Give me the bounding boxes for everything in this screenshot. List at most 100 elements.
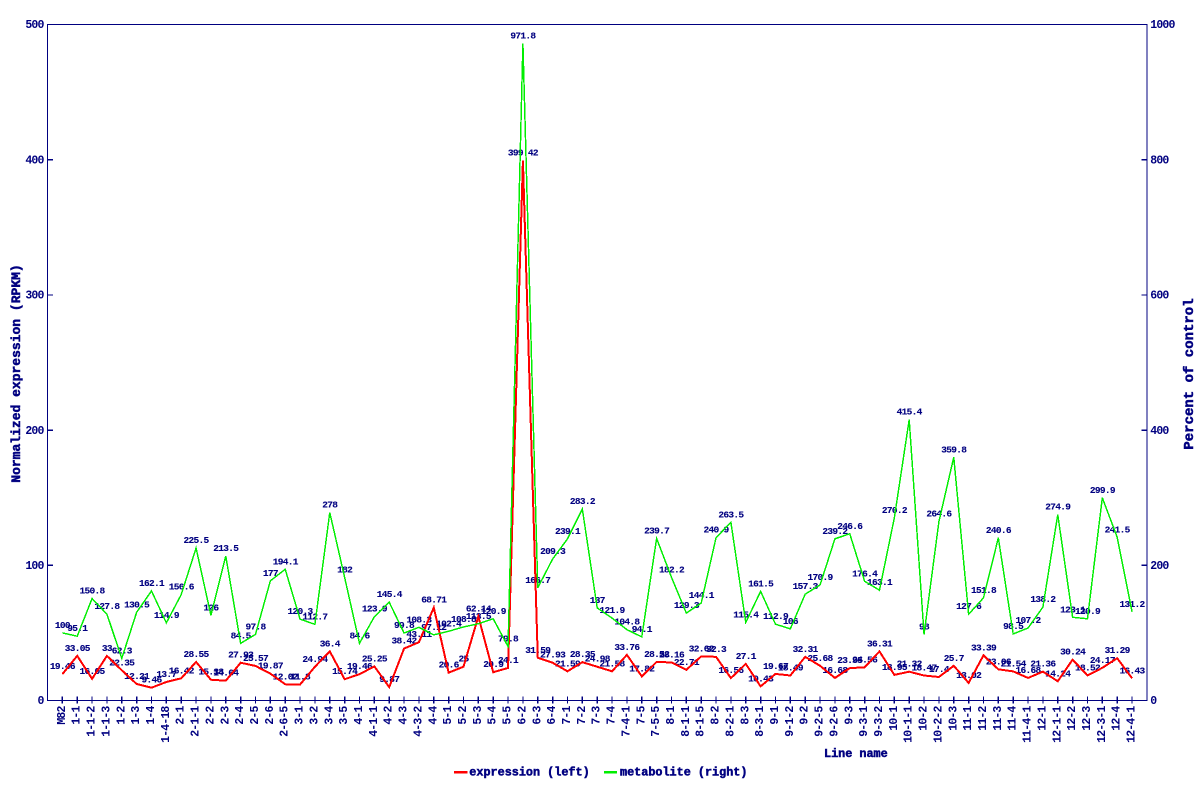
svg-text:16.43: 16.43 (1120, 665, 1146, 676)
svg-text:5-4: 5-4 (487, 706, 500, 725)
svg-text:2-2: 2-2 (204, 706, 217, 725)
svg-text:8-1-1: 8-1-1 (680, 706, 693, 737)
svg-text:126: 126 (203, 602, 219, 613)
svg-text:9-3: 9-3 (843, 706, 856, 725)
svg-text:21.59: 21.59 (555, 658, 581, 669)
svg-text:123.1: 123.1 (1060, 604, 1086, 615)
svg-text:1-1: 1-1 (71, 706, 84, 725)
svg-text:Line name: Line name (824, 747, 888, 761)
svg-text:359.8: 359.8 (941, 444, 967, 455)
svg-text:2-6-5: 2-6-5 (279, 706, 292, 737)
svg-text:33: 33 (102, 643, 113, 654)
svg-text:19.46: 19.46 (50, 661, 76, 672)
svg-text:36.31: 36.31 (867, 638, 893, 649)
svg-text:100: 100 (25, 560, 44, 573)
svg-text:209.3: 209.3 (540, 546, 566, 557)
svg-text:9-1-2: 9-1-2 (784, 706, 797, 737)
svg-text:2-5: 2-5 (249, 706, 262, 725)
svg-text:123.9: 123.9 (362, 604, 388, 615)
svg-text:97.8: 97.8 (245, 621, 266, 632)
svg-text:12-4: 12-4 (1111, 706, 1124, 731)
svg-text:9-2: 9-2 (799, 706, 812, 725)
svg-text:31.59: 31.59 (525, 645, 551, 656)
svg-text:7-1: 7-1 (561, 706, 574, 725)
svg-text:3-2: 3-2 (308, 706, 321, 725)
svg-text:108.3: 108.3 (406, 614, 432, 625)
svg-text:23.95: 23.95 (837, 655, 863, 666)
svg-text:0: 0 (1150, 695, 1157, 708)
svg-text:32.3: 32.3 (706, 644, 727, 655)
svg-text:17.82: 17.82 (629, 663, 655, 674)
svg-text:13.7: 13.7 (156, 669, 177, 680)
svg-text:27.1: 27.1 (736, 651, 757, 662)
svg-text:9.87: 9.87 (379, 674, 400, 685)
svg-text:expression (left): expression (left) (469, 766, 589, 780)
svg-text:5-3: 5-3 (472, 706, 485, 725)
svg-text:241.5: 241.5 (1105, 524, 1131, 535)
svg-text:14.24: 14.24 (1045, 668, 1071, 679)
svg-text:156.6: 156.6 (169, 582, 195, 593)
svg-text:12-1-1: 12-1-1 (1051, 706, 1064, 743)
svg-text:18.47: 18.47 (912, 663, 938, 674)
svg-text:28.55: 28.55 (184, 649, 210, 660)
svg-text:31.29: 31.29 (1105, 645, 1131, 656)
svg-text:7-5-5: 7-5-5 (650, 706, 663, 737)
svg-text:263.5: 263.5 (718, 509, 744, 520)
svg-text:6-3: 6-3 (531, 706, 544, 725)
svg-text:2-4: 2-4 (234, 706, 247, 725)
svg-text:240.9: 240.9 (704, 525, 730, 536)
svg-text:5-1: 5-1 (442, 706, 455, 725)
svg-text:M82: M82 (56, 706, 69, 725)
svg-text:130.5: 130.5 (124, 599, 150, 610)
svg-text:2-1-1: 2-1-1 (190, 706, 203, 737)
svg-text:10-3: 10-3 (947, 706, 960, 731)
svg-text:112.9: 112.9 (763, 611, 789, 622)
svg-text:182: 182 (337, 564, 353, 575)
svg-text:194.1: 194.1 (273, 556, 299, 567)
svg-text:1-1-3: 1-1-3 (100, 706, 113, 737)
svg-text:4-1-1: 4-1-1 (368, 706, 381, 737)
svg-text:16.42: 16.42 (169, 665, 195, 676)
svg-text:200: 200 (25, 425, 44, 438)
svg-text:24.98: 24.98 (585, 654, 611, 665)
svg-text:84.6: 84.6 (349, 630, 370, 641)
svg-text:18.52: 18.52 (1075, 662, 1101, 673)
svg-text:10-1-1: 10-1-1 (903, 706, 916, 743)
svg-text:19.67: 19.67 (763, 661, 789, 672)
svg-text:239.2: 239.2 (822, 526, 848, 537)
svg-text:177: 177 (263, 568, 279, 579)
svg-text:11-4: 11-4 (1007, 706, 1020, 731)
svg-text:8-2-1: 8-2-1 (724, 706, 737, 737)
svg-text:274.9: 274.9 (1045, 502, 1071, 513)
svg-text:246.6: 246.6 (837, 521, 863, 532)
svg-text:17.4: 17.4 (929, 664, 950, 675)
svg-text:21.58: 21.58 (600, 658, 626, 669)
svg-text:120.9: 120.9 (481, 606, 507, 617)
svg-text:170.9: 170.9 (808, 572, 834, 583)
svg-text:10-2-2: 10-2-2 (932, 706, 945, 743)
svg-text:99.8: 99.8 (394, 620, 415, 631)
svg-text:7-3: 7-3 (591, 706, 604, 725)
svg-text:23.06: 23.06 (986, 656, 1012, 667)
svg-text:12.02: 12.02 (273, 671, 299, 682)
svg-text:104.8: 104.8 (614, 617, 640, 628)
svg-text:12-2: 12-2 (1066, 706, 1079, 731)
svg-text:19.46: 19.46 (347, 661, 373, 672)
svg-text:24.17: 24.17 (1090, 655, 1116, 666)
svg-text:5-5: 5-5 (502, 706, 515, 725)
svg-text:415.4: 415.4 (897, 407, 923, 418)
svg-text:239.1: 239.1 (555, 526, 581, 537)
svg-text:8-3: 8-3 (739, 706, 752, 725)
svg-text:115.4: 115.4 (733, 609, 759, 620)
svg-text:127.6: 127.6 (956, 601, 982, 612)
svg-text:120.3: 120.3 (288, 606, 314, 617)
svg-text:200: 200 (1150, 560, 1169, 573)
svg-text:14.64: 14.64 (213, 668, 239, 679)
svg-text:15.38: 15.38 (198, 667, 224, 678)
svg-text:9-2-6: 9-2-6 (828, 706, 841, 737)
svg-text:600: 600 (1150, 290, 1169, 303)
svg-text:36.4: 36.4 (320, 638, 341, 649)
svg-text:9-3-1: 9-3-1 (858, 706, 871, 737)
svg-text:12-3: 12-3 (1081, 706, 1094, 731)
svg-text:8-3-1: 8-3-1 (754, 706, 767, 737)
